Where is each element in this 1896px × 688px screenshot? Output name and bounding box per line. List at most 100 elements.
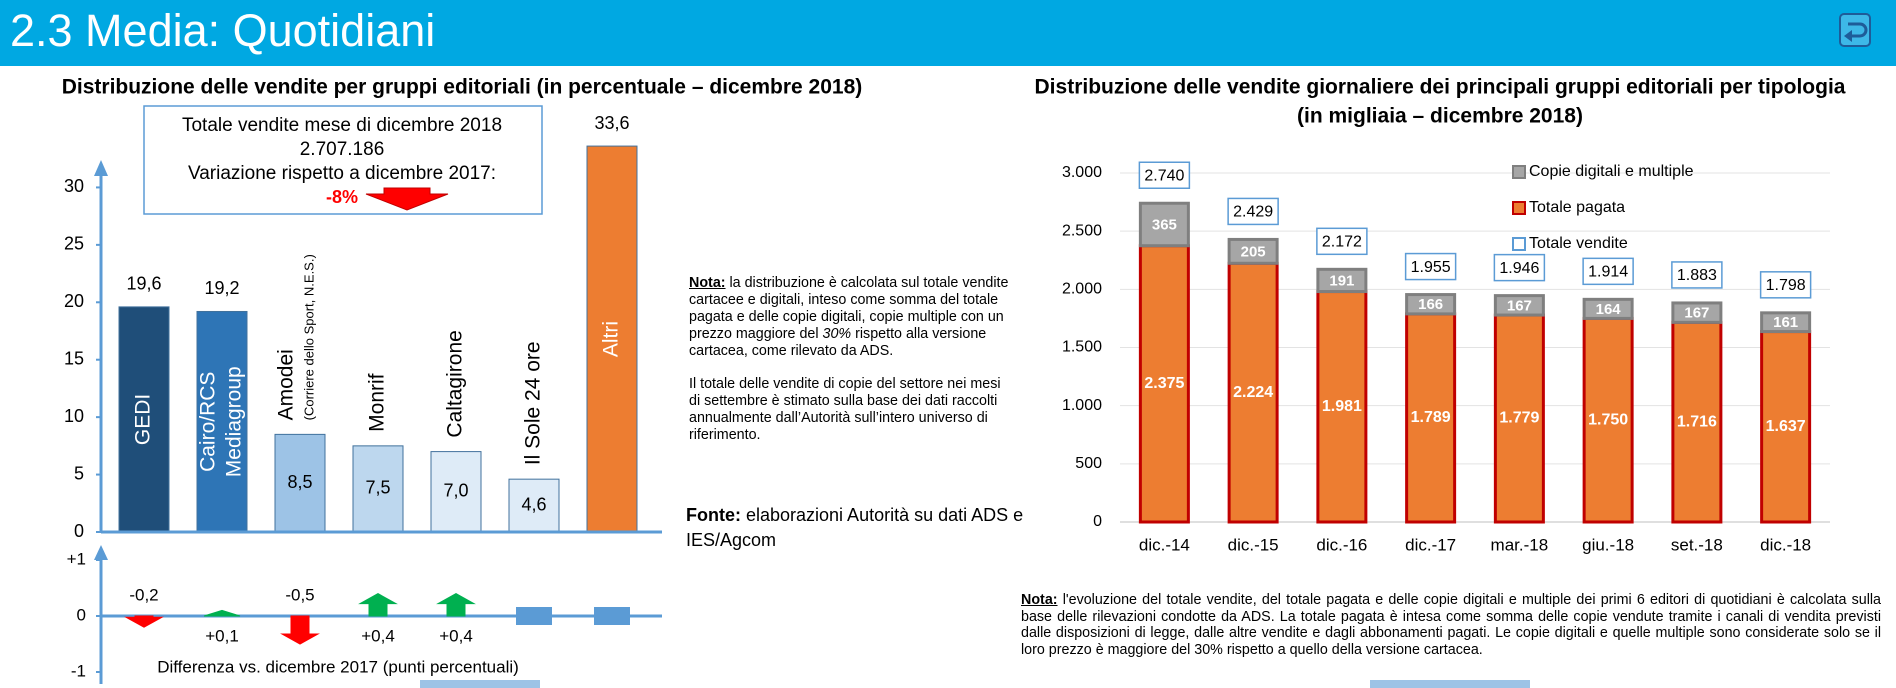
axis-arrow — [94, 545, 108, 560]
value-label: 1.883 — [1677, 267, 1717, 284]
legend-label: Copie digitali e multiple — [1529, 163, 1694, 180]
y-tick-label: 1.000 — [1062, 397, 1102, 414]
x-tick-label: dic.-15 — [1228, 535, 1279, 554]
value-label: 191 — [1329, 272, 1354, 289]
value-label: 1.750 — [1588, 411, 1628, 428]
total-box — [1138, 161, 1191, 189]
value-label: 1.946 — [1499, 260, 1539, 277]
category-label: Amodei — [275, 349, 298, 420]
value-label: 7,0 — [443, 481, 468, 501]
y-tick-label: 2.000 — [1062, 281, 1102, 298]
source: Fonte: elaborazioni Autorità su dati ADS… — [686, 503, 1026, 553]
y-tick-label: 25 — [64, 234, 84, 254]
note-text: Il totale delle vendite di copie del set… — [689, 376, 1001, 443]
y-tick-label: 20 — [64, 291, 84, 311]
arrow-mark — [124, 615, 164, 628]
value-label: 167 — [1507, 297, 1532, 314]
bar-segment — [1138, 244, 1190, 524]
value-label: 1.955 — [1411, 259, 1451, 276]
value-label: 1.716 — [1677, 413, 1717, 430]
note: Nota: la distribuzione è calcolata sul t… — [689, 275, 1011, 444]
value-label: 19,6 — [126, 274, 161, 294]
bar-segment — [1316, 290, 1368, 524]
y-tick-label: 0 — [77, 605, 86, 624]
bar-segment — [1582, 316, 1634, 524]
annotation-text: Totale vendite mese di dicembre 2018 — [182, 115, 502, 136]
bar — [274, 433, 326, 533]
note-label: Nota: — [1021, 592, 1058, 608]
value-label: 2.172 — [1322, 234, 1362, 251]
flat-mark — [594, 607, 630, 625]
value-label: 4,6 — [521, 494, 546, 514]
header: 2.3 Media: Quotidiani — [0, 0, 1896, 66]
arrow-mark — [203, 609, 241, 617]
category-label: Altri — [600, 321, 623, 357]
y-tick-label: +1 — [67, 549, 86, 568]
note-text: rispetto alla versione cartacea, come ri… — [689, 326, 987, 359]
category-label: Mediagroup — [223, 366, 246, 477]
x-tick-label: dic.-14 — [1139, 535, 1190, 554]
value-label: 1.981 — [1322, 398, 1362, 415]
category-label: GEDI — [132, 394, 155, 445]
bar-segment — [1493, 294, 1545, 317]
value-label: +0,4 — [361, 626, 395, 645]
note-text: 30% — [822, 326, 852, 342]
bar-segment — [1227, 237, 1279, 265]
value-label: 1.779 — [1499, 410, 1539, 427]
value-label: 1.914 — [1588, 264, 1628, 281]
legend-swatch — [1512, 165, 1526, 179]
chart-title: Differenza vs. dicembre 2017 (punti perc… — [157, 657, 519, 676]
value-label: 1.798 — [1766, 277, 1806, 294]
bar — [352, 445, 404, 533]
annotation-text: Variazione rispetto a dicembre 2017: — [188, 163, 496, 184]
note-text: la distribuzione è calcolata sul totale … — [689, 275, 1009, 342]
value-label: +0,1 — [205, 626, 239, 645]
legend-swatch — [1512, 201, 1526, 215]
value-label: 167 — [1684, 305, 1709, 322]
total-box — [1404, 252, 1457, 281]
category-label: (Corriere dello Sport, N.E.S.) — [301, 254, 316, 420]
annotation-change: -8% — [326, 187, 358, 207]
note-text: l'evoluzione del totale vendite, del tot… — [1021, 592, 1881, 658]
value-label: 1.789 — [1411, 409, 1451, 426]
value-label: 205 — [1241, 243, 1266, 260]
bar-segment — [1138, 201, 1190, 248]
bar-segment — [1671, 301, 1723, 324]
chart-title: Distribuzione delle vendite per gruppi e… — [62, 76, 863, 99]
category-label: Monrif — [366, 373, 389, 432]
annotation-text: 2.707.186 — [300, 139, 385, 160]
axis-arrow — [94, 160, 108, 176]
y-tick-label: 5 — [74, 463, 84, 483]
bar-segment — [1316, 267, 1368, 294]
total-box — [1227, 197, 1279, 226]
value-label: 33,6 — [594, 113, 629, 133]
y-tick-label: 30 — [64, 176, 84, 196]
arrow-mark — [358, 593, 398, 617]
total-box — [1316, 227, 1368, 256]
x-tick-label: mar.-18 — [1491, 535, 1549, 554]
x-tick-label: set.-18 — [1671, 535, 1723, 554]
category-label: Cairo/RCS — [197, 372, 220, 472]
value-label: 365 — [1152, 216, 1177, 233]
back-button[interactable] — [1838, 12, 1872, 48]
total-box — [1671, 261, 1723, 289]
y-tick-label: 0 — [74, 521, 84, 541]
flat-mark — [516, 607, 552, 625]
category-label: Caltagirone — [444, 330, 467, 437]
bar — [196, 310, 248, 533]
total-box — [1759, 271, 1812, 299]
y-tick-label: 500 — [1075, 455, 1102, 472]
total-box — [1493, 253, 1546, 282]
annotation-box — [143, 105, 543, 215]
x-tick-label: dic.-18 — [1760, 535, 1811, 554]
y-tick-label: 1.500 — [1062, 339, 1102, 356]
bar-segment — [1582, 297, 1634, 320]
value-label: 1.637 — [1766, 418, 1806, 435]
x-tick-label: dic.-16 — [1316, 535, 1367, 554]
note: Nota: l'evoluzione del totale vendite, d… — [1021, 592, 1881, 658]
value-label: 2.740 — [1144, 167, 1184, 184]
bar-segment — [1405, 293, 1457, 316]
legend-label: Totale vendite — [1529, 235, 1628, 252]
